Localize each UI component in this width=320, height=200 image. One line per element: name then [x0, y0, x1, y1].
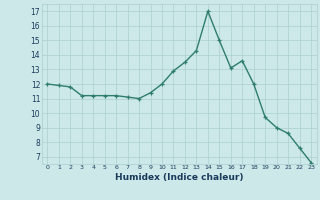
X-axis label: Humidex (Indice chaleur): Humidex (Indice chaleur) — [115, 173, 244, 182]
